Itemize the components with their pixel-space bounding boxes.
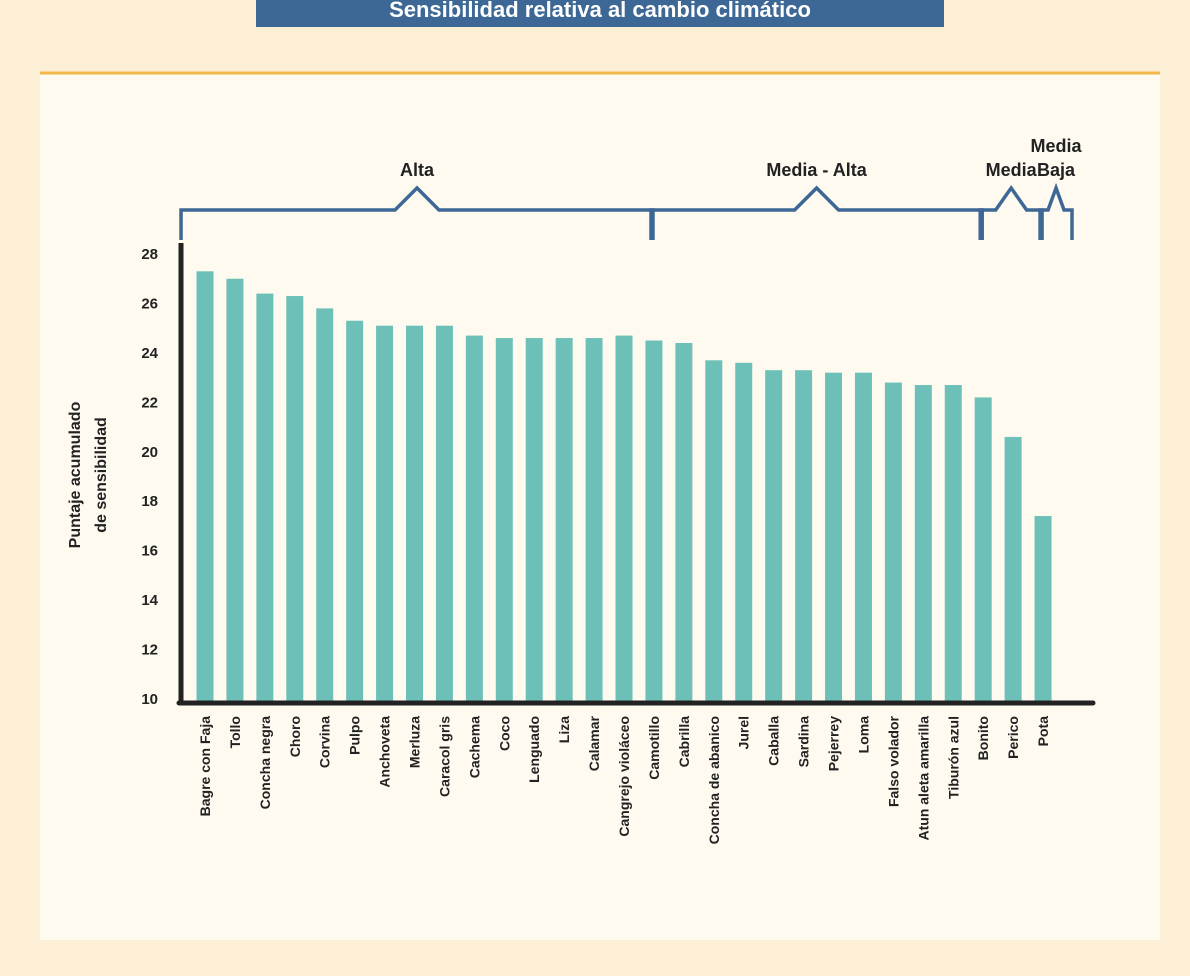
bar xyxy=(585,338,603,703)
bar xyxy=(196,271,214,703)
bar xyxy=(675,343,693,703)
y-tick-label: 10 xyxy=(141,691,158,708)
bar xyxy=(645,340,663,703)
bar xyxy=(1034,516,1052,703)
y-tick-label: 22 xyxy=(141,394,158,411)
x-tick-label: Pota xyxy=(1035,716,1051,747)
x-tick-label: Caracol gris xyxy=(436,716,452,797)
x-tick-label: Atun aleta amarilla xyxy=(915,716,931,841)
y-tick-label: 28 xyxy=(141,246,158,263)
bar xyxy=(435,325,453,703)
bar xyxy=(465,335,483,703)
x-tick-label: Merluza xyxy=(407,716,423,768)
y-tick-label: 18 xyxy=(141,493,158,510)
bar xyxy=(974,397,992,703)
bar xyxy=(825,372,843,703)
x-tick-label: Liza xyxy=(556,716,572,743)
x-tick-label: Coco xyxy=(496,716,512,751)
x-tick-label: Falso volador xyxy=(885,715,901,807)
x-tick-label: Anchoveta xyxy=(377,716,393,788)
x-tick-label: Caballa xyxy=(766,716,782,766)
y-tick-label: 14 xyxy=(141,592,158,609)
bar xyxy=(854,372,872,703)
bar xyxy=(884,382,902,703)
group-label: Media xyxy=(986,160,1038,180)
group-label: Alta xyxy=(400,160,435,180)
x-tick-label: Tiburón azul xyxy=(945,716,961,799)
x-tick-label: Cangrejo violáceo xyxy=(616,716,632,837)
x-tick-label: Calamar xyxy=(586,715,602,771)
x-tick-label: Cabrilla xyxy=(676,716,692,768)
y-axis-label: de sensibilidad xyxy=(93,417,110,533)
bar xyxy=(705,360,723,703)
bar xyxy=(735,362,753,703)
x-tick-label: Pulpo xyxy=(347,716,363,755)
chart-title: Sensibilidad relativa al cambio climátic… xyxy=(389,0,811,22)
bar xyxy=(944,385,962,703)
y-axis-label: Puntaje acumulado xyxy=(67,401,84,548)
bar xyxy=(914,385,932,703)
bar xyxy=(555,338,573,703)
bar xyxy=(256,293,274,703)
x-tick-label: Perico xyxy=(1005,716,1021,759)
x-tick-label: Choro xyxy=(287,716,303,757)
x-tick-label: Camotillo xyxy=(646,716,662,780)
y-tick-label: 12 xyxy=(141,642,158,659)
bar xyxy=(765,370,783,703)
x-tick-label: Tollo xyxy=(227,716,243,748)
group-label: Baja xyxy=(1037,160,1076,180)
bar xyxy=(406,325,424,703)
x-tick-label: Bonito xyxy=(975,716,991,760)
x-tick-label: Concha de abanico xyxy=(706,716,722,844)
group-label: Media xyxy=(1031,136,1083,156)
y-tick-label: 16 xyxy=(141,543,158,560)
bar xyxy=(346,320,364,703)
x-tick-label: Lenguado xyxy=(526,716,542,783)
bar xyxy=(1004,436,1022,703)
title-banner xyxy=(256,0,944,27)
y-tick-label: 26 xyxy=(141,295,158,312)
bar xyxy=(376,325,394,703)
bar xyxy=(615,335,633,703)
x-tick-label: Pejerrey xyxy=(826,716,842,771)
bar xyxy=(525,338,543,703)
x-tick-label: Corvina xyxy=(317,716,333,768)
group-label: Media - Alta xyxy=(766,160,867,180)
x-tick-label: Concha negra xyxy=(257,716,273,810)
bar xyxy=(495,338,513,703)
x-tick-label: Jurel xyxy=(736,716,752,749)
bar xyxy=(316,308,334,703)
x-tick-label: Sardina xyxy=(796,716,812,768)
y-tick-label: 20 xyxy=(141,444,158,461)
x-tick-label: Loma xyxy=(855,716,871,754)
group-bracket xyxy=(1038,182,1074,240)
x-tick-label: Cachema xyxy=(466,716,482,778)
bar xyxy=(226,278,244,703)
y-tick-label: 24 xyxy=(141,345,158,362)
x-tick-label: Bagre con Faja xyxy=(197,716,213,817)
bar xyxy=(286,296,304,703)
bar xyxy=(795,370,813,703)
